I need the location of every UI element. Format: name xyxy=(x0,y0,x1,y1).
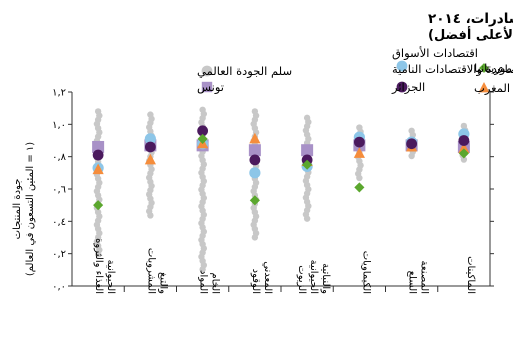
morocco-marker xyxy=(458,142,470,154)
world-dot xyxy=(408,152,415,160)
category-label: المصنعة xyxy=(419,261,430,294)
chart-title: ٣ – سلم جودة الصادرات، ٢٠١٤ xyxy=(428,11,513,27)
morocco-marker xyxy=(353,147,365,158)
mauritania-marker xyxy=(458,148,469,159)
y-axis-label-line: جودة المنتجات xyxy=(12,179,23,240)
algeria-marker xyxy=(249,154,261,166)
category-label: والنباتية xyxy=(320,263,331,294)
world-dot xyxy=(147,212,154,219)
legend-world-marker xyxy=(201,65,213,77)
legend-tunisia-label: تونس xyxy=(197,80,224,95)
category-label: الغذاء والثروة xyxy=(93,238,104,294)
plot-area: ٠,٠ ٠,٢ ٠,٤ ٠,٦ ٠,٨ ١,٠ ١,٢ xyxy=(52,88,494,293)
morocco-marker xyxy=(92,163,104,175)
category-label: الخام xyxy=(210,272,221,294)
y-axis-label: جودة المنتجات (١ = المئين التسعون في العا… xyxy=(12,142,36,276)
y-axis-label-line: (١ = المئين التسعون في العالم) xyxy=(25,142,36,276)
world-dot xyxy=(303,215,311,222)
category-label: الماكينات xyxy=(465,256,476,294)
category-label: المواد xyxy=(198,270,209,294)
mauritania-marker xyxy=(93,200,104,211)
y-tick-label: ٠,٨ xyxy=(52,152,67,163)
legend-em-label-line2: الصاعدة والاقتصادات النامية xyxy=(392,62,513,77)
tunisia-marker xyxy=(248,144,261,157)
tunisia-marker xyxy=(92,140,105,153)
mauritania-marker xyxy=(302,159,313,170)
tunisia-marker xyxy=(301,144,314,157)
category-label: الوقود xyxy=(250,269,261,294)
world-dot xyxy=(94,251,102,258)
mauritania-marker xyxy=(249,195,260,206)
category-label: المشروبات xyxy=(145,248,156,294)
algeria-marker xyxy=(197,125,209,137)
em-marker xyxy=(249,167,261,179)
legend-morocco-marker xyxy=(478,82,490,93)
country-markers xyxy=(92,125,470,211)
category-label: الزيوت xyxy=(296,265,307,294)
legend-tunisia-marker xyxy=(201,81,213,93)
legend-mauritania-marker xyxy=(479,63,489,73)
mauritania-marker xyxy=(197,133,208,144)
legend-world-label: سلم الجودة العالمي xyxy=(197,64,292,79)
y-tick-label: ٠,٠ xyxy=(52,282,66,293)
category-label: الحيوانية xyxy=(308,260,319,294)
mauritania-marker xyxy=(354,182,365,193)
em-marker xyxy=(144,133,156,145)
world-dot xyxy=(199,266,206,273)
algeria-marker xyxy=(353,136,365,148)
legend-algeria-marker xyxy=(396,81,408,93)
world-dot xyxy=(460,156,468,163)
y-tick-label: ٠,٦ xyxy=(52,185,66,196)
algeria-marker xyxy=(144,141,156,153)
legend-em-label: اقتصادات الأسواق xyxy=(392,46,478,61)
y-tick-label: ١,٢ xyxy=(52,88,66,99)
y-tick-label: ٠,٤ xyxy=(52,217,66,228)
algeria-marker xyxy=(406,138,418,150)
legend-algeria-label: الجزائر xyxy=(391,80,425,95)
algeria-marker xyxy=(92,149,104,161)
chart-subtitle: (صفر إلى ١,٢، الأعلى أفضل) xyxy=(428,26,513,43)
category-label: السلع xyxy=(407,271,418,294)
category-label: المعدني xyxy=(262,261,273,294)
y-tick-label: ١,٠ xyxy=(52,120,66,131)
category-label: الحيوانية xyxy=(105,260,116,294)
legend-em-marker xyxy=(396,60,408,72)
morocco-marker xyxy=(144,153,156,165)
legend-mauritania-label: موريتانيا xyxy=(474,61,512,76)
world-dot xyxy=(356,174,363,182)
y-tick-label: ٠,٢ xyxy=(52,249,66,260)
morocco-marker xyxy=(249,132,261,144)
legend-morocco-label: المغرب xyxy=(474,81,510,96)
world-dot xyxy=(251,234,259,241)
category-label: الكيماويات xyxy=(360,251,371,294)
category-label: والتبغ xyxy=(157,272,168,294)
algeria-marker xyxy=(458,135,470,146)
